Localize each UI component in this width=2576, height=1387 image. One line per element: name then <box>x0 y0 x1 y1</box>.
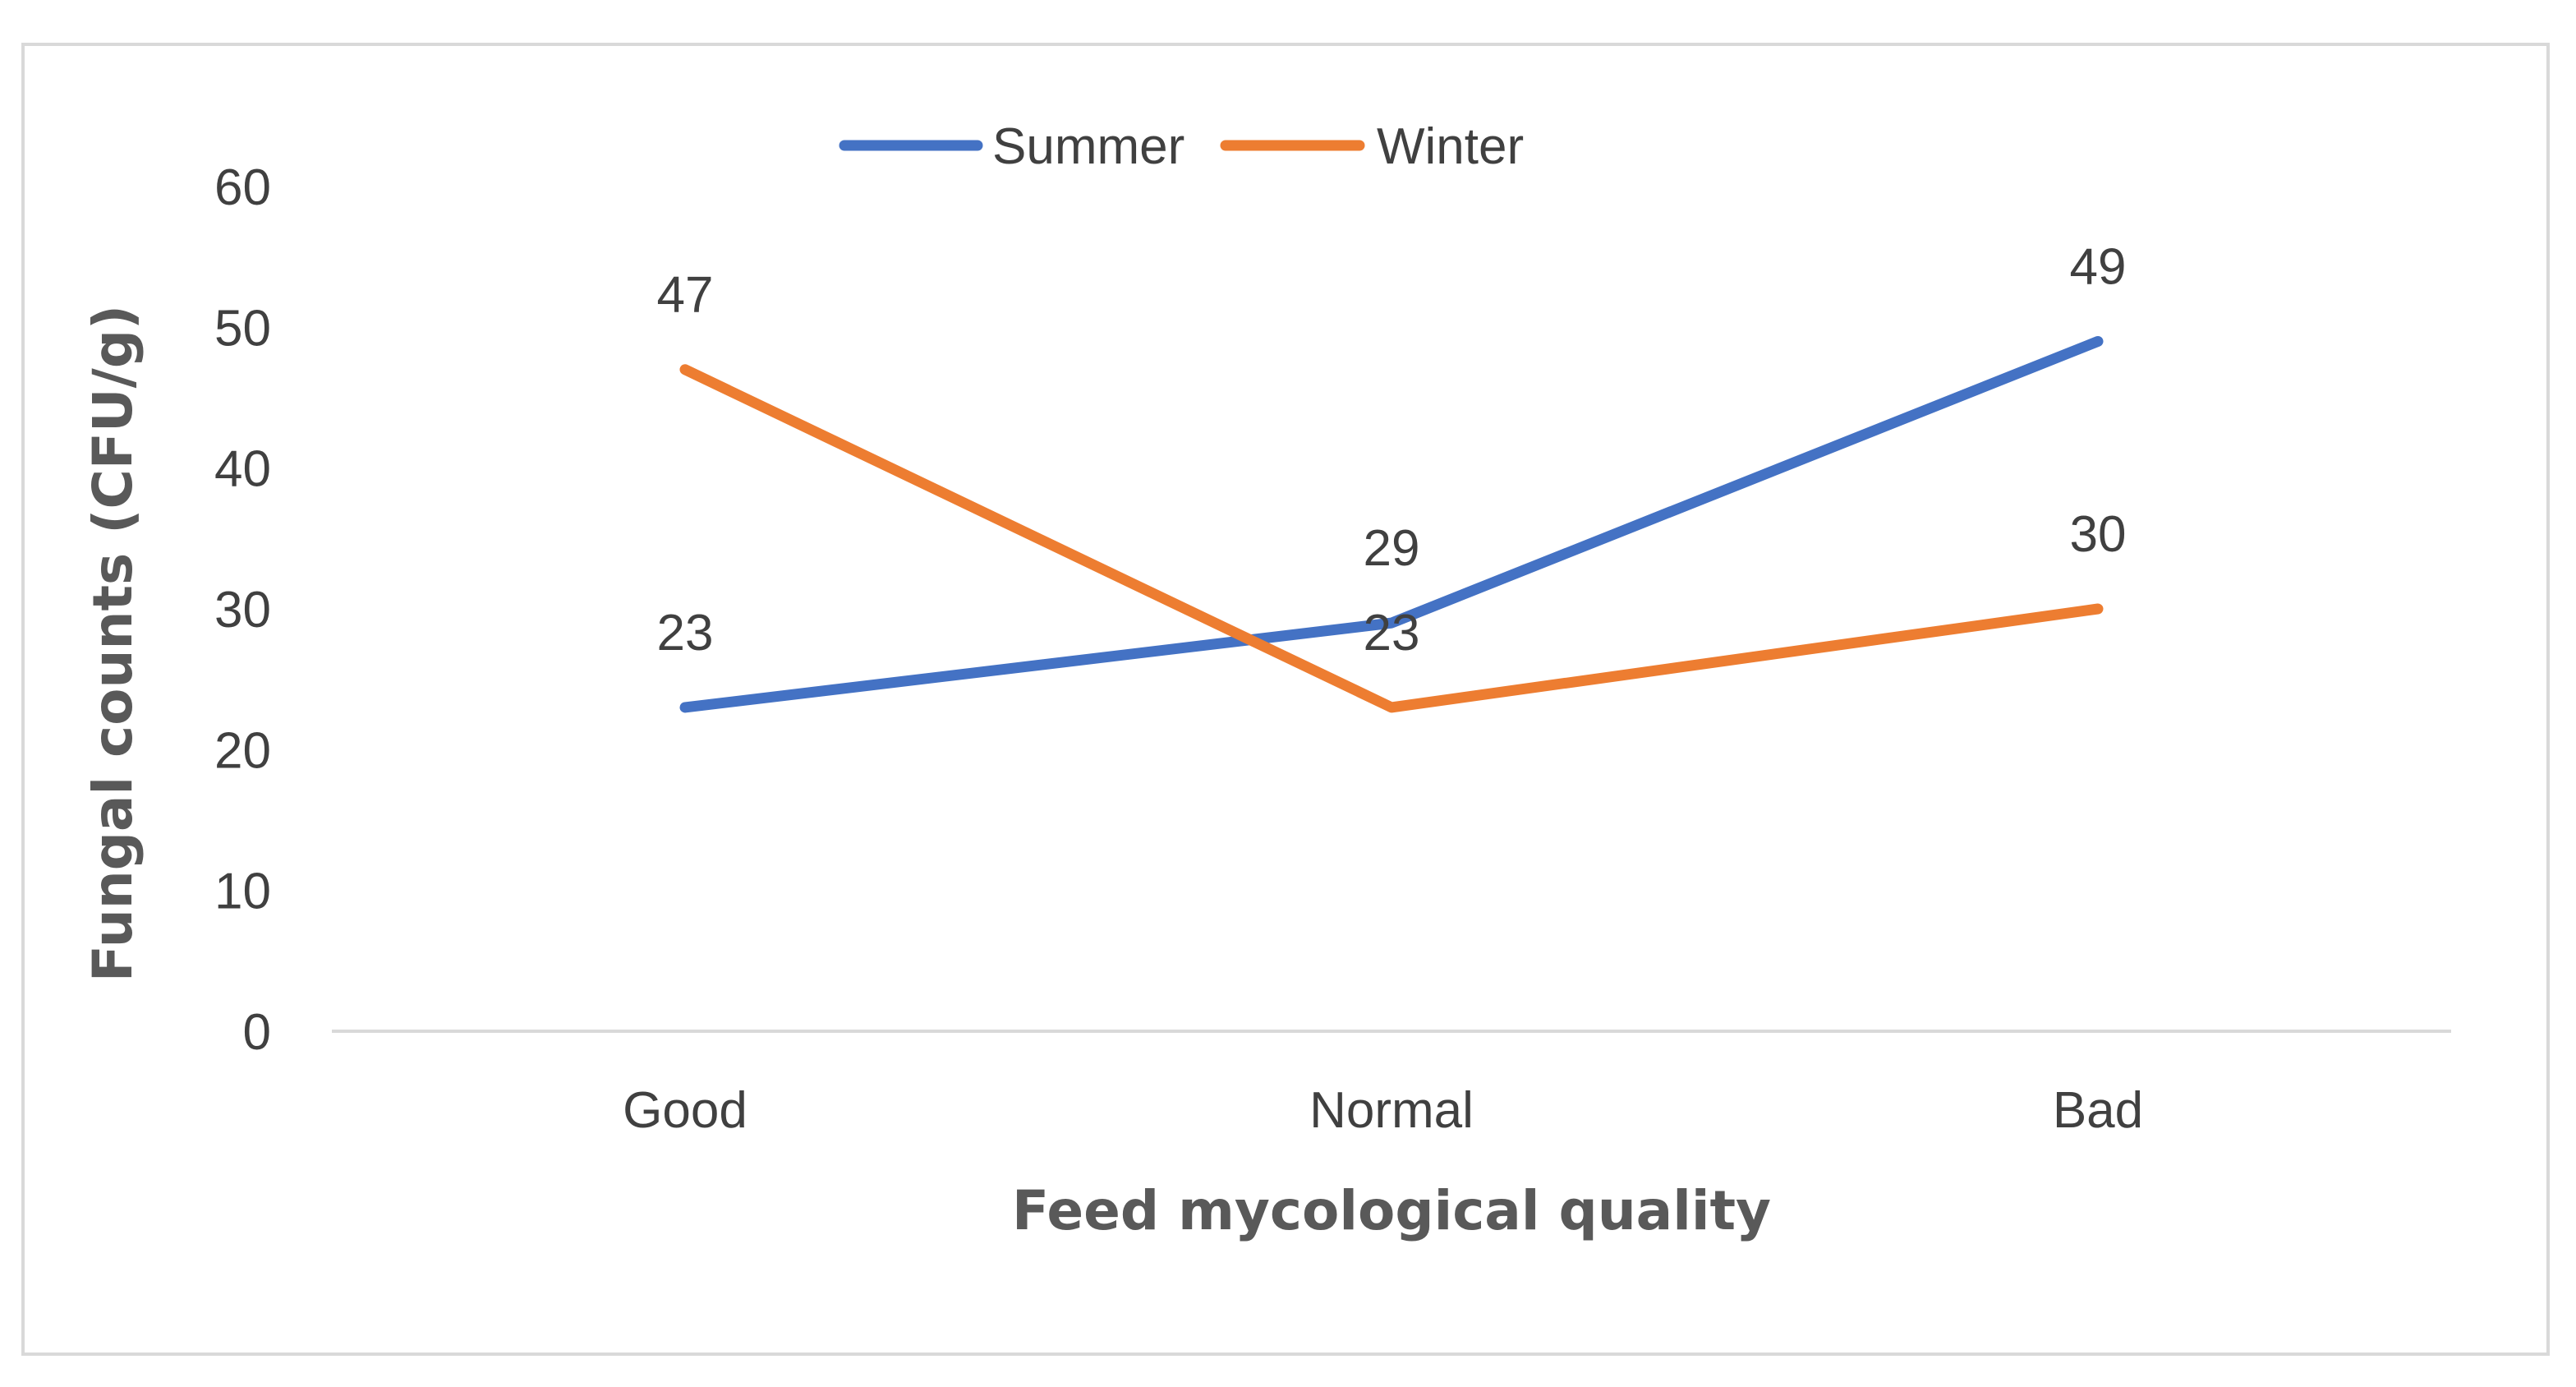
data-label-summer: 23 <box>657 605 714 661</box>
y-tick-label: 10 <box>214 864 271 920</box>
y-tick-label: 30 <box>214 582 271 638</box>
data-label-summer: 49 <box>2070 238 2127 295</box>
y-tick-label: 20 <box>214 722 271 779</box>
x-tick-label: Bad <box>2053 1082 2143 1139</box>
legend: Summer Winter <box>839 118 1524 175</box>
series-line-winter <box>679 364 2104 713</box>
data-labels-layer: 23 29 49 47 23 30 <box>657 238 2127 661</box>
legend-label-winter: Winter <box>1377 118 1524 175</box>
series-line-summer <box>679 335 2104 713</box>
y-tick-label: 50 <box>214 300 271 357</box>
series-layer <box>679 335 2104 713</box>
data-label-winter: 30 <box>2070 506 2127 563</box>
data-label-winter: 47 <box>657 267 714 324</box>
y-tick-label: 40 <box>214 441 271 498</box>
data-label-winter: 23 <box>1364 605 1420 661</box>
axes-group: 0 10 20 30 40 50 60 Good Normal Bad <box>214 159 2451 1139</box>
x-axis-title: Feed mycological quality <box>1012 1179 1771 1242</box>
data-label-summer: 29 <box>1364 520 1420 577</box>
legend-label-summer: Summer <box>992 118 1184 175</box>
y-axis-title: Fungal counts (CFU/g) <box>81 305 145 982</box>
x-tick-label: Good <box>623 1082 748 1139</box>
chart-frame <box>21 43 2550 1356</box>
y-tick-label: 0 <box>243 1004 271 1061</box>
x-tick-label: Normal <box>1309 1082 1474 1139</box>
y-tick-label: 60 <box>214 159 271 216</box>
